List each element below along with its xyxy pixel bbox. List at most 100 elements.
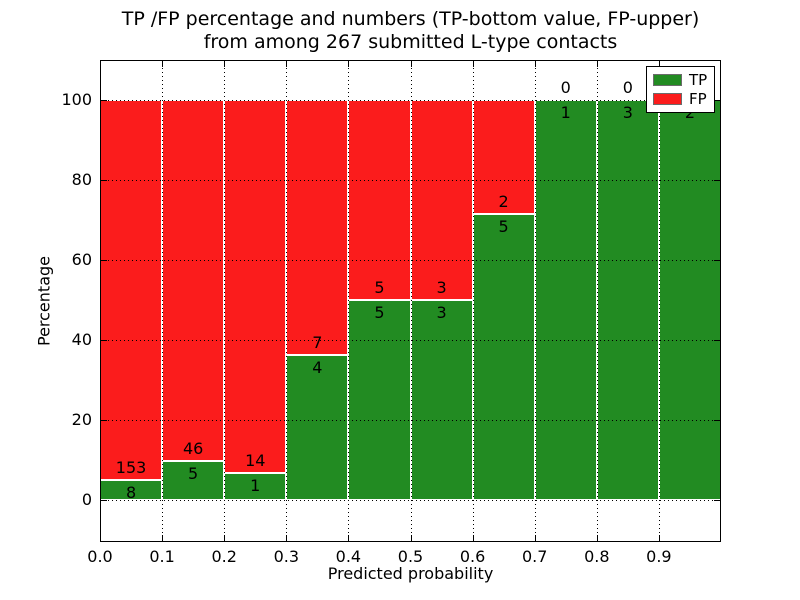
tp-count-label: 3	[622, 103, 633, 122]
x-tick-mark-top	[535, 61, 536, 67]
gridline-horizontal	[100, 500, 721, 501]
gridline-horizontal	[100, 180, 721, 181]
y-tick-label: 0	[81, 490, 92, 509]
fp-bar-segment	[286, 100, 348, 355]
x-tick-mark-bottom	[100, 535, 101, 541]
x-tick-mark-top	[473, 61, 474, 67]
gridline-horizontal	[100, 260, 721, 261]
tp-count-label: 5	[374, 303, 385, 322]
gridline-vertical	[535, 60, 536, 542]
y-tick-mark-right	[714, 100, 720, 101]
x-tick-mark-bottom	[659, 535, 660, 541]
y-tick-mark-left	[101, 180, 107, 181]
x-tick-label: 0.5	[397, 547, 424, 566]
legend-swatch-fp	[653, 93, 682, 105]
fp-count-label: 7	[312, 332, 323, 352]
x-tick-mark-bottom	[473, 535, 474, 541]
x-axis-label: Predicted probability	[327, 564, 494, 583]
fp-bar-segment	[224, 100, 286, 474]
legend-swatch-tp	[653, 74, 682, 86]
fp-count-label: 0	[560, 78, 571, 97]
x-tick-label: 0.0	[87, 547, 113, 566]
fp-count-label: 14	[245, 451, 266, 471]
y-tick-mark-left	[101, 420, 107, 421]
fp-bar-segment	[411, 100, 473, 300]
y-tick-label: 60	[71, 250, 92, 269]
plot-area	[100, 60, 721, 542]
gridline-vertical	[659, 60, 660, 542]
y-tick-mark-left	[101, 340, 107, 341]
x-tick-mark-top	[348, 61, 349, 67]
y-tick-mark-left	[101, 100, 107, 101]
tp-count-label: 8	[125, 483, 137, 503]
gridline-vertical	[286, 60, 287, 542]
y-tick-mark-right	[714, 180, 720, 181]
fp-count-label: 2	[498, 192, 509, 212]
y-tick-mark-right	[714, 260, 720, 261]
chart-title-line1: TP /FP percentage and numbers (TP-bottom…	[121, 8, 700, 30]
legend-label-tp: TP	[689, 71, 708, 89]
tp-count-label: 3	[436, 303, 447, 322]
x-tick-label: 0.1	[149, 547, 175, 566]
tp-bar-segment	[597, 100, 659, 500]
x-tick-mark-top	[224, 61, 225, 67]
fp-count-label: 5	[374, 278, 385, 297]
legend-item-tp: TP	[653, 72, 708, 88]
tp-bar-segment	[224, 473, 286, 500]
fp-bar-segment	[348, 100, 411, 300]
x-tick-label: 0.4	[335, 547, 362, 566]
x-tick-mark-bottom	[597, 535, 598, 541]
x-tick-mark-top	[411, 61, 412, 67]
y-tick-label: 80	[71, 170, 92, 189]
fp-bar-segment	[100, 100, 162, 481]
gridline-horizontal	[100, 340, 721, 341]
chart-title: TP /FP percentage and numbers (TP-bottom…	[100, 8, 721, 54]
y-tick-mark-left	[101, 260, 107, 261]
gridline-vertical	[411, 60, 412, 542]
tp-count-label: 1	[560, 103, 571, 122]
x-tick-mark-top	[162, 61, 163, 67]
x-tick-mark-top	[659, 61, 660, 67]
x-tick-mark-top	[597, 61, 598, 67]
x-tick-label: 0.8	[584, 547, 610, 566]
tp-bar-segment	[473, 214, 535, 500]
x-tick-mark-bottom	[224, 535, 225, 541]
x-tick-mark-bottom	[535, 535, 536, 541]
tp-bar-segment	[286, 354, 348, 500]
gridline-vertical	[597, 60, 598, 542]
x-tick-mark-bottom	[411, 535, 412, 541]
x-tick-mark-top	[286, 61, 287, 67]
legend-item-fp: FP	[653, 91, 708, 107]
x-tick-label: 0.6	[459, 547, 486, 566]
x-tick-label: 0.7	[521, 547, 548, 566]
x-tick-label: 0.2	[211, 547, 237, 566]
fp-count-label: 3	[436, 278, 447, 297]
tp-bar-segment	[348, 300, 411, 500]
tp-count-label: 1	[250, 476, 261, 496]
tp-count-label: 5	[188, 463, 199, 483]
y-tick-mark-right	[714, 420, 720, 421]
gridline-horizontal	[100, 100, 721, 101]
y-tick-mark-right	[714, 500, 720, 501]
y-tick-mark-left	[101, 500, 107, 501]
tp-bar-segment	[535, 100, 597, 500]
fp-count-label: 153	[115, 458, 147, 478]
fp-count-label: 0	[622, 78, 633, 97]
gridline-horizontal	[100, 420, 721, 421]
gridline-vertical	[348, 60, 349, 542]
x-tick-label: 0.3	[273, 547, 300, 566]
y-tick-mark-right	[714, 340, 720, 341]
chart-title-line2: from among 267 submitted L-type contacts	[203, 31, 618, 53]
x-tick-mark-top	[100, 61, 101, 67]
x-tick-mark-bottom	[348, 535, 349, 541]
legend: TP FP	[646, 66, 715, 113]
x-tick-label: 0.9	[646, 547, 672, 566]
y-tick-label: 40	[71, 330, 92, 349]
fp-bar-segment	[473, 100, 535, 215]
gridline-vertical	[224, 60, 225, 542]
legend-label-fp: FP	[689, 90, 707, 108]
tp-count-label: 4	[312, 357, 323, 377]
gridline-vertical	[162, 60, 163, 542]
tp-count-label: 5	[498, 217, 509, 237]
